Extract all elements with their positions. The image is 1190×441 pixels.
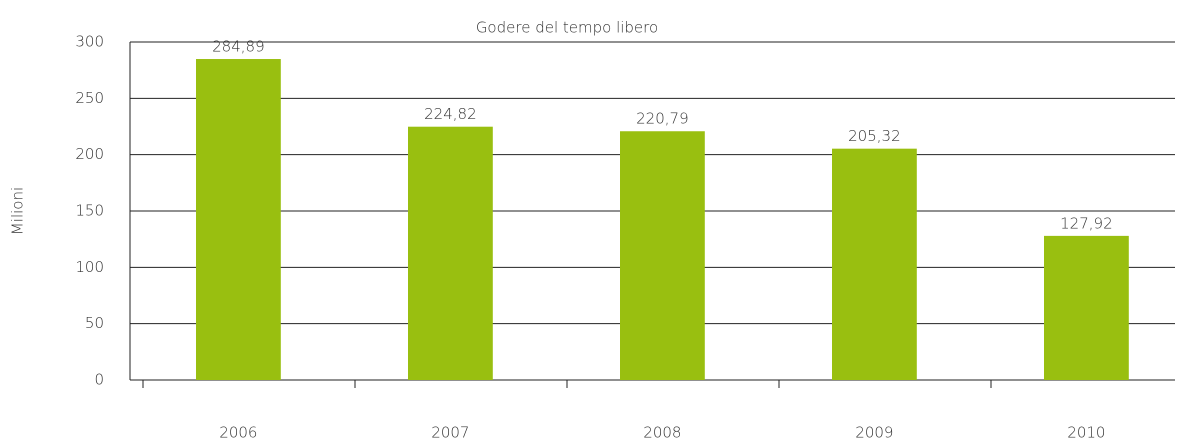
value-label: 220,79	[636, 110, 689, 128]
bar	[832, 148, 917, 380]
x-tick-label: 2006	[219, 424, 257, 441]
value-label: 224,82	[424, 105, 477, 123]
bar	[408, 126, 493, 381]
x-tick-label: 2009	[855, 424, 893, 441]
y-tick-label: 200	[75, 145, 104, 163]
x-tick-label: 2008	[643, 424, 681, 441]
value-label: 205,32	[848, 127, 901, 145]
x-tick-label: 2010	[1067, 424, 1105, 441]
y-tick-label: 50	[85, 314, 104, 332]
y-tick-label: 300	[75, 33, 104, 51]
bar	[620, 131, 705, 380]
y-tick-label: 150	[75, 202, 104, 220]
x-tick-label: 2007	[431, 424, 469, 441]
bar	[1044, 235, 1129, 380]
y-axis-label: Milioni	[9, 187, 27, 235]
y-tick-label: 100	[75, 258, 104, 276]
chart-title: Godere del tempo libero	[476, 19, 658, 37]
value-label: 127,92	[1060, 214, 1113, 232]
y-tick-label: 250	[75, 89, 104, 107]
bar	[196, 59, 281, 381]
y-tick-label: 0	[94, 371, 104, 389]
value-label: 284,89	[212, 38, 265, 56]
